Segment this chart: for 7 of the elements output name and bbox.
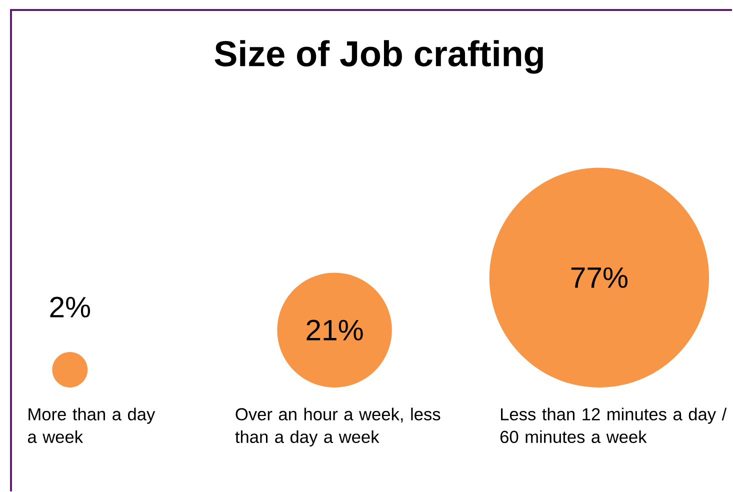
text: Size of Job crafting bbox=[214, 40, 543, 74]
category-label: Over an hour a week, less than a day a week bbox=[235, 408, 440, 446]
category-label: More than a day a week bbox=[28, 408, 156, 443]
data-label: 2% bbox=[50, 296, 90, 318]
category-label: Less than 12 minutes a day / 60 minutes a week bbox=[500, 408, 727, 443]
data-label: 77% bbox=[571, 267, 628, 288]
data-label: 21% bbox=[306, 320, 363, 340]
